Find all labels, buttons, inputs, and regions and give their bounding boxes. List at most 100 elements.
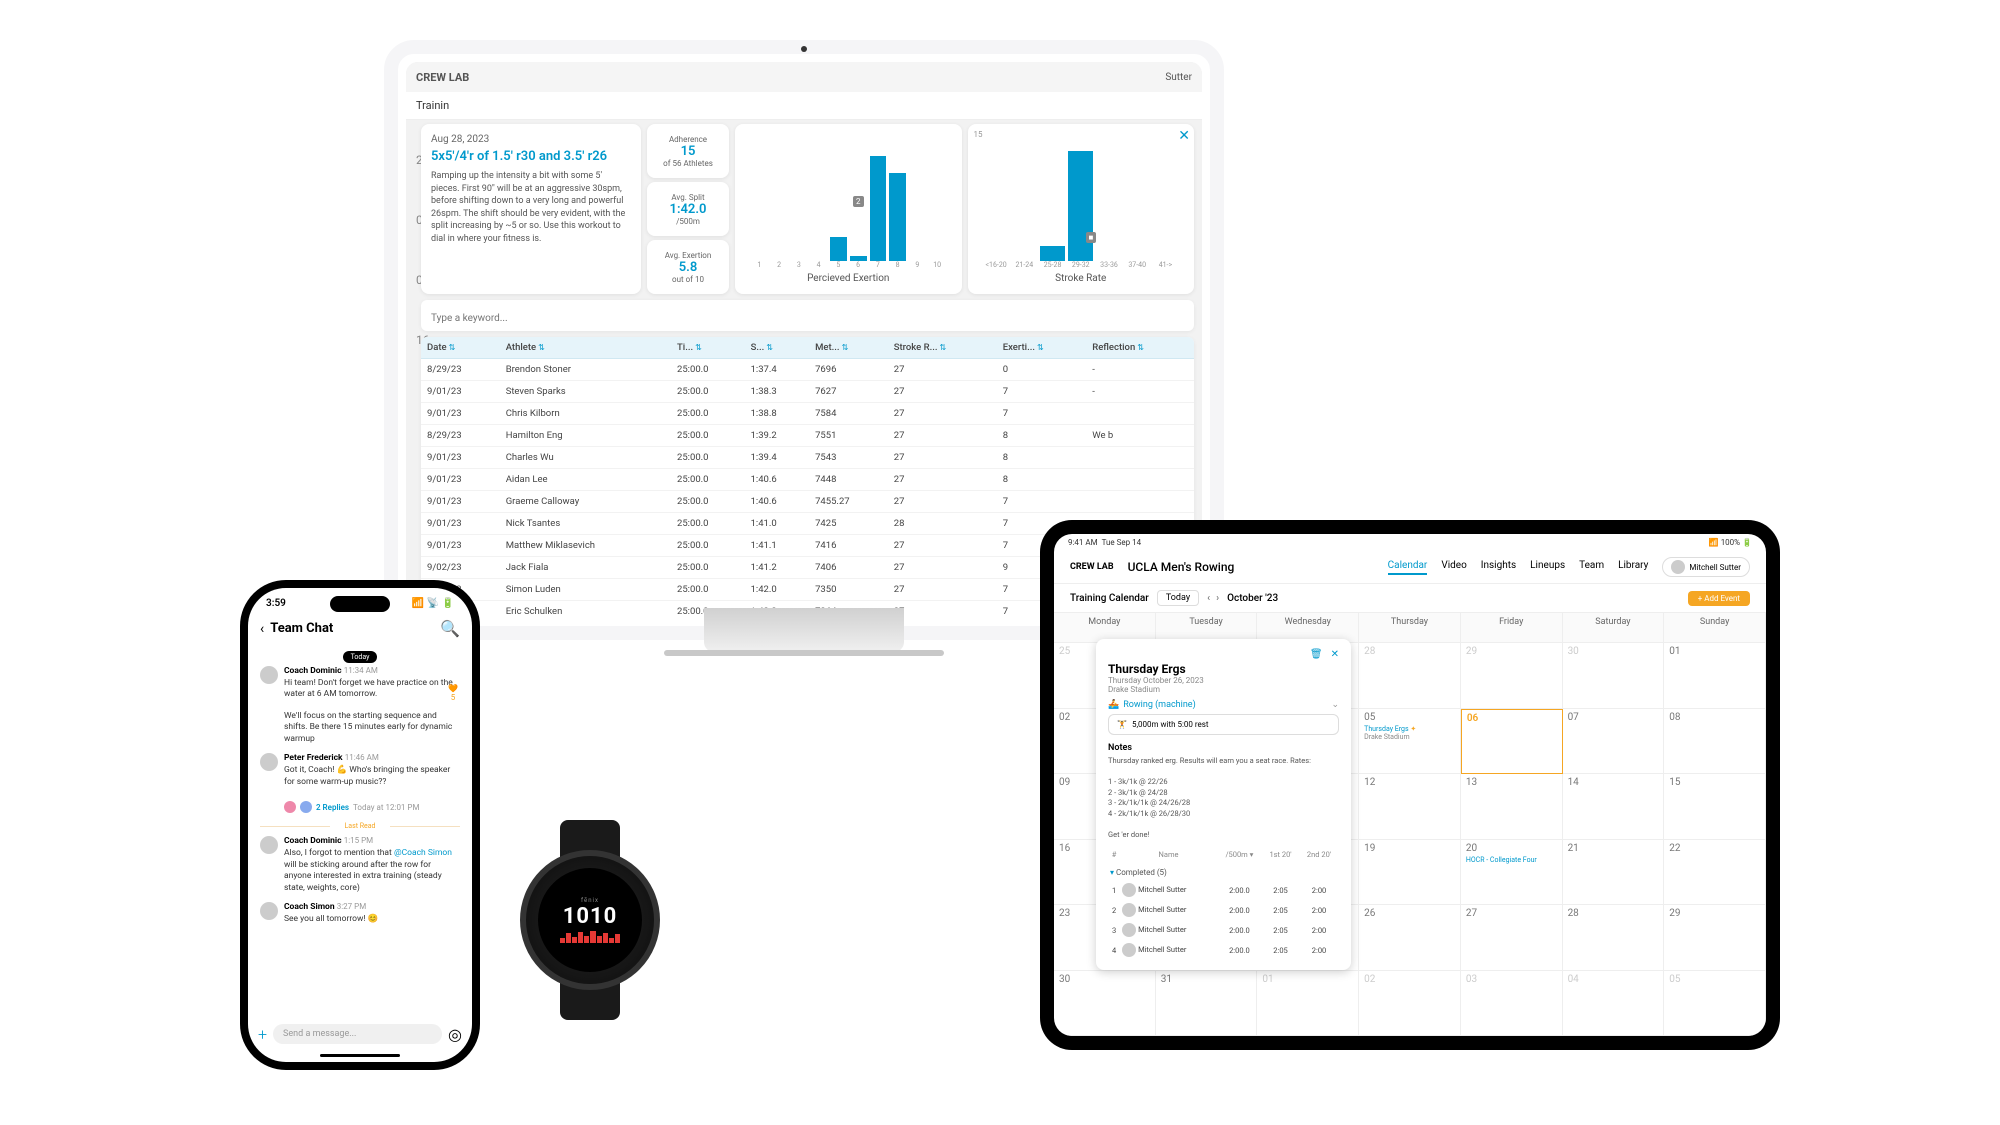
calendar-cell[interactable]: 01 xyxy=(1664,643,1766,708)
calendar-cell[interactable]: 06 xyxy=(1461,709,1563,774)
prev-month-icon[interactable]: ‹ xyxy=(1207,593,1210,604)
calendar-cell[interactable]: 27 xyxy=(1461,905,1563,970)
table-row[interactable]: 9/01/23Steven Sparks25:00.01:38.37627277… xyxy=(421,381,1194,403)
chat-message[interactable]: Coach Dominic 1:15 PMAlso, I forgot to m… xyxy=(260,836,460,894)
heart-reaction[interactable]: 🧡5 xyxy=(448,684,458,702)
nav-tab[interactable]: Team xyxy=(1579,560,1604,575)
status-icons: 📶 📡 🔋 xyxy=(412,598,454,609)
back-icon[interactable]: ‹ xyxy=(260,621,264,637)
chat-message[interactable]: Peter Frederick 11:46 AMGot it, Coach! 💪… xyxy=(260,753,460,788)
home-indicator[interactable] xyxy=(320,1054,400,1057)
calendar-cell[interactable]: 07 xyxy=(1563,709,1665,774)
calendar-cell[interactable]: 29 xyxy=(1664,905,1766,970)
chat-message[interactable]: We'll focus on the starting sequence and… xyxy=(260,709,460,745)
notch xyxy=(330,596,390,612)
logo: CREW LAB xyxy=(1070,562,1114,572)
calendar-event[interactable]: Thursday Ergs ✦Drake Stadium xyxy=(1364,725,1455,742)
month-label: October '23 xyxy=(1227,593,1278,604)
stat-card: Avg. Split1:42.0/500m xyxy=(647,182,729,236)
table-header[interactable]: Ti...⇅ xyxy=(671,337,745,359)
user-name[interactable]: Sutter xyxy=(1165,72,1192,83)
event-detail-popup: 🗑✕ Thursday Ergs Thursday October 26, 20… xyxy=(1096,639,1351,970)
table-header[interactable]: Athlete⇅ xyxy=(500,337,671,359)
next-month-icon[interactable]: › xyxy=(1216,593,1219,604)
calendar-cell[interactable]: 01 xyxy=(1257,971,1359,1036)
close-icon[interactable]: ✕ xyxy=(1331,649,1339,660)
notes-header: Notes xyxy=(1108,743,1339,753)
rank-row[interactable]: 2 Mitchell Sutter2:00.02:052:00 xyxy=(1108,900,1339,920)
calendar-cell[interactable]: 05Thursday Ergs ✦Drake Stadium xyxy=(1359,709,1461,774)
rank-row[interactable]: 1 Mitchell Sutter2:00.02:052:00 xyxy=(1108,880,1339,900)
rank-row[interactable]: 4 Mitchell Sutter2:00.02:052:00 xyxy=(1108,940,1339,960)
nav-tab[interactable]: Library xyxy=(1618,560,1648,575)
calendar-cell[interactable]: 30 xyxy=(1054,971,1156,1036)
table-row[interactable]: 8/29/23Hamilton Eng25:00.01:39.27551278W… xyxy=(421,425,1194,447)
workout-box[interactable]: 🏋 5,000m with 5:00 rest xyxy=(1108,714,1339,735)
nav-tab[interactable]: Insights xyxy=(1481,560,1516,575)
chat-body[interactable]: Today 🧡5 Coach Dominic 11:34 AMHi team! … xyxy=(248,644,472,1024)
table-row[interactable]: 9/01/23Graeme Calloway25:00.01:40.67455.… xyxy=(421,491,1194,513)
calendar-cell[interactable]: 03 xyxy=(1461,971,1563,1036)
calendar-cell[interactable]: 31 xyxy=(1156,971,1258,1036)
perceived-exertion-chart: 212345678910Percieved Exertion xyxy=(735,124,962,294)
chat-message[interactable]: Coach Dominic 11:34 AMHi team! Don't for… xyxy=(260,666,460,701)
calendar-cell[interactable]: 28 xyxy=(1563,905,1665,970)
table-header[interactable]: Date⇅ xyxy=(421,337,500,359)
calendar-cell[interactable]: 12 xyxy=(1359,774,1461,839)
user-menu[interactable]: Mitchell Sutter xyxy=(1662,557,1750,577)
calendar-cell[interactable]: 05 xyxy=(1664,971,1766,1036)
table-header[interactable]: Met...⇅ xyxy=(809,337,888,359)
attach-icon[interactable]: + xyxy=(258,1025,267,1044)
add-event-button[interactable]: + Add Event xyxy=(1688,591,1750,606)
search-icon[interactable]: 🔍 xyxy=(440,619,460,638)
search-card xyxy=(421,300,1194,331)
replies-thread[interactable]: 2 Replies Today at 12:01 PM xyxy=(260,796,460,814)
chat-message[interactable]: Coach Simon 3:27 PMSee you all tomorrow!… xyxy=(260,902,460,925)
today-button[interactable]: Today xyxy=(1157,590,1199,606)
table-row[interactable]: 9/01/23Aidan Lee25:00.01:40.67448278 xyxy=(421,469,1194,491)
calendar-cell[interactable]: 08 xyxy=(1664,709,1766,774)
table-header[interactable]: Exerti...⇅ xyxy=(997,337,1086,359)
calendar-cell[interactable]: 04 xyxy=(1563,971,1665,1036)
delete-icon[interactable]: 🗑 xyxy=(1310,649,1323,660)
calendar-cell[interactable]: 30 xyxy=(1563,643,1665,708)
ipad-device: 9:41 AM Tue Sep 14 📶 100% 🔋 CREW LAB UCL… xyxy=(1040,520,1780,1050)
message-input[interactable]: Send a message... xyxy=(273,1024,442,1044)
calendar-cell[interactable]: 19 xyxy=(1359,840,1461,905)
table-row[interactable]: 8/29/23Brendon Stoner25:00.01:37.4769627… xyxy=(421,359,1194,381)
table-header[interactable]: Reflection⇅ xyxy=(1086,337,1194,359)
calendar-cell[interactable]: 14 xyxy=(1563,774,1665,839)
calendar-cell[interactable]: 26 xyxy=(1359,905,1461,970)
calendar-cell[interactable]: 15 xyxy=(1664,774,1766,839)
calendar-cell[interactable]: 20HOCR - Collegiate Four xyxy=(1461,840,1563,905)
table-header[interactable]: S...⇅ xyxy=(745,337,810,359)
calendar-cell[interactable]: 21 xyxy=(1563,840,1665,905)
calendar-cell[interactable]: 29 xyxy=(1461,643,1563,708)
event-title: Thursday Ergs xyxy=(1108,662,1339,676)
nav-tab[interactable]: Lineups xyxy=(1530,560,1565,575)
ipad-subbar: Training Calendar Today ‹› October '23 +… xyxy=(1054,584,1766,612)
ipad-header: CREW LAB UCLA Men's Rowing CalendarVideo… xyxy=(1054,551,1766,584)
close-icon[interactable]: ✕ xyxy=(1178,128,1190,144)
table-row[interactable]: 9/01/23Charles Wu25:00.01:39.47543278 xyxy=(421,447,1194,469)
chat-title: Team Chat xyxy=(270,621,434,636)
nav-tab[interactable]: Calendar xyxy=(1388,560,1428,575)
search-input[interactable] xyxy=(431,313,631,324)
stroke-rate-chart: ✕ 15■<16-2021-2425-2829-3233-3637-4041->… xyxy=(968,124,1195,294)
table-header[interactable]: Stroke R...⇅ xyxy=(888,337,997,359)
calendar-cell[interactable]: 13 xyxy=(1461,774,1563,839)
rank-row[interactable]: 3 Mitchell Sutter2:00.02:052:00 xyxy=(1108,920,1339,940)
calendar-event[interactable]: HOCR - Collegiate Four xyxy=(1466,856,1557,864)
calendar-dayheader: Sunday xyxy=(1664,613,1766,643)
imac-foot xyxy=(664,650,944,656)
camera-icon[interactable]: ◎ xyxy=(448,1025,462,1044)
nav-tab[interactable]: Video xyxy=(1441,560,1466,575)
calendar-cell[interactable]: 28 xyxy=(1359,643,1461,708)
page-title: Trainin xyxy=(416,99,449,112)
summary-card: Aug 28, 2023 5x5'/4'r of 1.5' r30 and 3.… xyxy=(421,124,641,294)
table-row[interactable]: 9/01/23Chris Kilborn25:00.01:38.87584277 xyxy=(421,403,1194,425)
today-pill: Today xyxy=(260,652,460,662)
calendar-cell[interactable]: 02 xyxy=(1359,971,1461,1036)
summary-date: Aug 28, 2023 xyxy=(431,134,631,145)
calendar-cell[interactable]: 22 xyxy=(1664,840,1766,905)
